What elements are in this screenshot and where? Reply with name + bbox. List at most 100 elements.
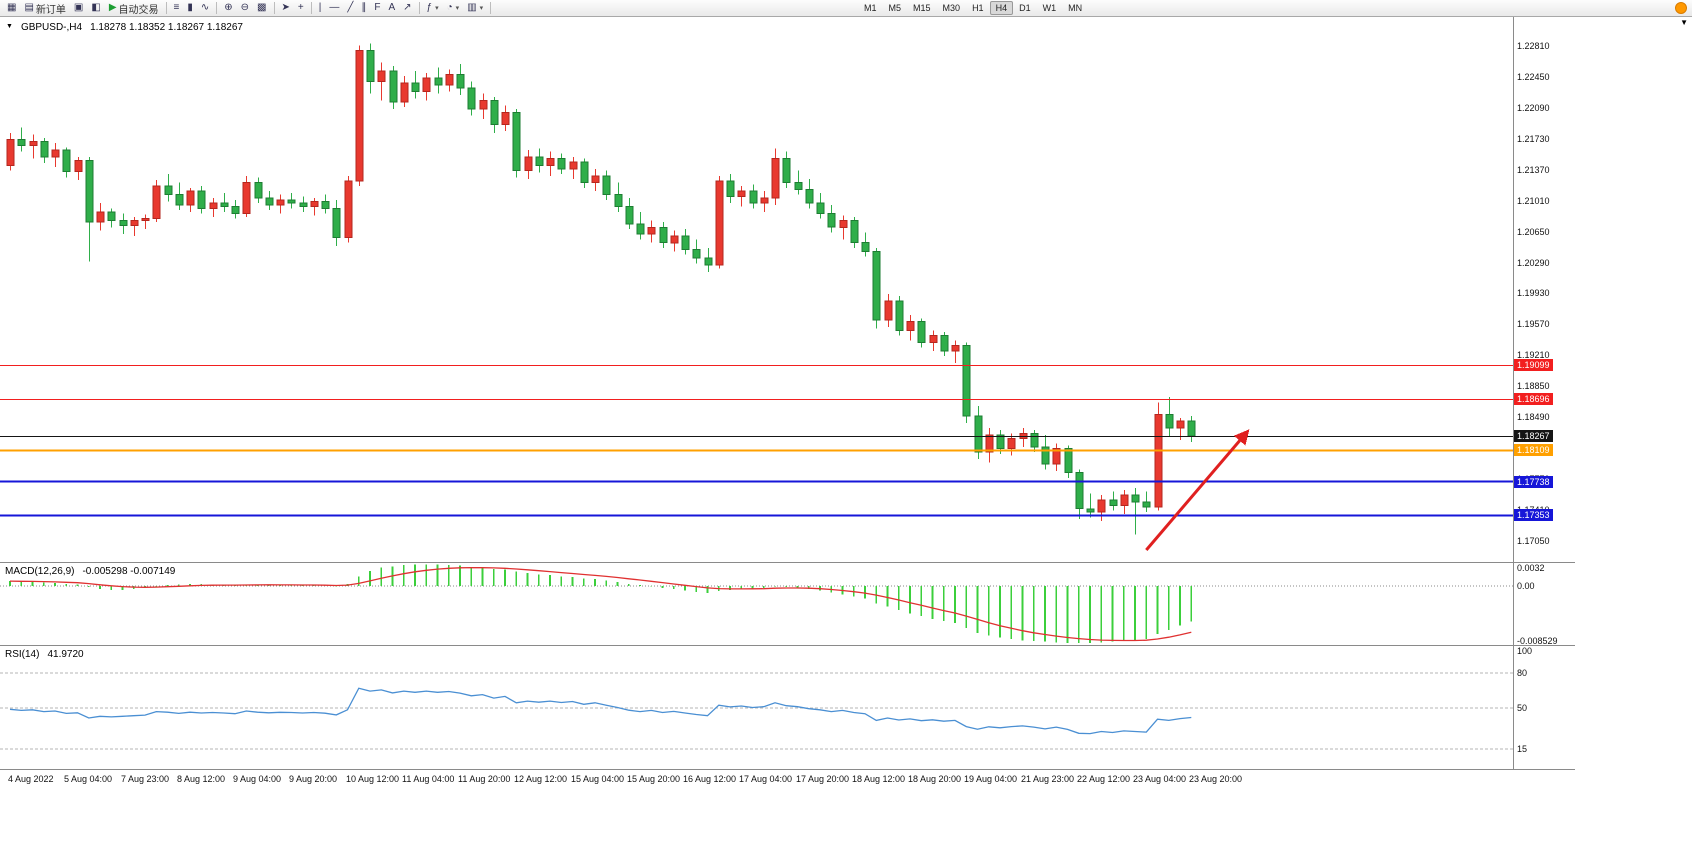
candle-body [29,140,38,147]
navigator-button[interactable]: ◧ [87,1,104,16]
dropdown-arrow-icon[interactable]: ▾ [435,5,439,12]
candle-down [1030,429,1039,453]
tile-windows-button[interactable]: ▩ [253,1,270,16]
time-axis-label: 18 Aug 12:00 [852,774,906,784]
candle-body [940,334,949,352]
line-chart-icon: ∿ [200,2,210,13]
bar-chart-button[interactable]: ≡ [170,1,184,16]
candle-up [884,294,893,327]
candle-up [951,340,960,363]
candle-down [962,342,971,423]
trendline-button[interactable]: ╱ [343,1,357,16]
candle-body [164,185,173,196]
vertical-line-button[interactable]: | [315,1,326,16]
timeframe-m30[interactable]: M30 [942,3,961,13]
line-chart-button[interactable]: ∿ [197,1,213,16]
time-axis[interactable]: 4 Aug 2022 5 Aug 04:00 7 Aug 23:00 8 Aug 12… [0,769,1575,787]
templates-button[interactable]: ▥ ▾ [463,1,487,16]
panel-splitter-1[interactable] [0,562,1575,563]
auto-trading-button[interactable]: ▶ 自动交易 [105,1,163,16]
dropdown-arrow-icon[interactable]: ▾ [479,5,484,12]
candle-down [1109,491,1118,511]
candle-up [929,330,938,351]
timeframe-mn[interactable]: MN [1068,3,1083,13]
crosshair-button[interactable]: + [294,1,308,16]
time-axis-label: 17 Aug 20:00 [796,774,850,784]
rsi-panel[interactable] [0,646,1513,769]
cursor-icon: ➤ [281,2,290,13]
candle-body [1176,420,1185,429]
notification-badge[interactable] [1675,2,1687,14]
navigator-icon: ◧ [91,2,101,13]
candle-body [839,219,848,228]
candle-down [535,148,544,173]
candle-body [1064,448,1073,474]
cursor-button[interactable]: ➤ [278,1,294,16]
candlestick-chart-button[interactable]: ▮ [183,1,197,16]
time-axis-label: 15 Aug 20:00 [627,774,681,784]
candle-down [704,247,713,272]
timeframe-m15[interactable]: M15 [913,3,931,13]
chart-shift-marker[interactable]: ▼ [1680,18,1688,27]
price-axis[interactable] [1513,17,1575,769]
rsi-axis-tick: 15 [1517,744,1528,755]
candle-body [310,201,319,208]
candle-body [355,50,364,182]
candle-down [614,182,623,212]
candle-body [119,219,128,226]
candle-body [445,74,454,86]
candle-down [175,182,184,211]
indicators-button[interactable]: ƒ ▾ [423,1,443,16]
candle-body [591,175,600,184]
candle-body [850,219,859,244]
candle-up [760,191,769,212]
timeframe-w1[interactable]: W1 [1042,3,1057,13]
candle-body [1131,494,1140,503]
candle-up [771,148,780,205]
new-order-button[interactable]: ▤ 新订单 [20,1,69,16]
timeframe-m1[interactable]: M1 [864,3,877,13]
candle-down [265,191,274,211]
periods-menu-button[interactable]: ◔ ▾ [443,1,464,16]
candle-body [299,202,308,208]
fibonacci-retracement-button[interactable]: F [370,1,384,16]
auto-trading-label: 自动交易 [118,4,159,16]
zoom-out-button[interactable]: ⊖ [237,1,253,16]
candle-down [1131,488,1140,535]
fibonacci-retracement-icon: F [374,2,381,13]
timeframe-m5[interactable]: M5 [888,3,902,13]
trend-arrow-annotation[interactable] [1145,429,1250,551]
equidistant-channel-button[interactable]: ∥ [357,1,370,16]
candle-body [1097,499,1106,513]
timeframe-h1[interactable]: H1 [972,3,984,13]
time-axis-label: 9 Aug 04:00 [233,774,282,784]
macd-panel[interactable] [0,563,1513,645]
text-tool-button[interactable]: A [384,1,399,16]
arrow-tool-button[interactable]: ↗ [399,1,415,16]
panel-splitter-2[interactable] [0,645,1575,646]
timeframe-d1[interactable]: D1 [1019,3,1031,13]
candle-body [1075,472,1084,510]
candle-body [557,158,566,170]
price-tag-resistance-line-1: 1.19099 [1514,358,1553,371]
one-click-trading-toggle-icon[interactable]: ▼ [6,23,13,30]
timeframe-h4[interactable]: H4 [989,1,1014,15]
rsi-name: RSI(14) [5,649,40,660]
new-chart-icon: ▦ [7,2,17,13]
charts-grid-button[interactable]: ▣ [70,1,87,16]
candle-body [715,180,724,266]
candle-body [951,345,960,352]
macd-indicator-label: MACD(12,26,9) -0.005298 -0.007149 [5,566,175,577]
toolbar: ▦ ▤ 新订单 ▣ ◧ ▶ 自动交易 ≡ ▮ ∿ ⊕ ⊖ ▩ ➤ + | ― ╱ ∥ F A ↗ ƒ ▾ ◔ ▾ ▥ ▾ M1 M5 M15… [0,0,1692,17]
zoom-in-button[interactable]: ⊕ [220,1,236,16]
price-axis-tick: 1.19570 [1517,319,1550,330]
new-chart-button[interactable]: ▦ [3,1,20,16]
horizontal-line-button[interactable]: ― [325,1,343,16]
dropdown-arrow-icon[interactable]: ▾ [455,5,460,12]
price-chart-panel[interactable] [0,17,1513,562]
candle-body [197,190,206,209]
candle-body [377,70,386,82]
candle-body [884,300,893,321]
candle-up [209,198,218,217]
